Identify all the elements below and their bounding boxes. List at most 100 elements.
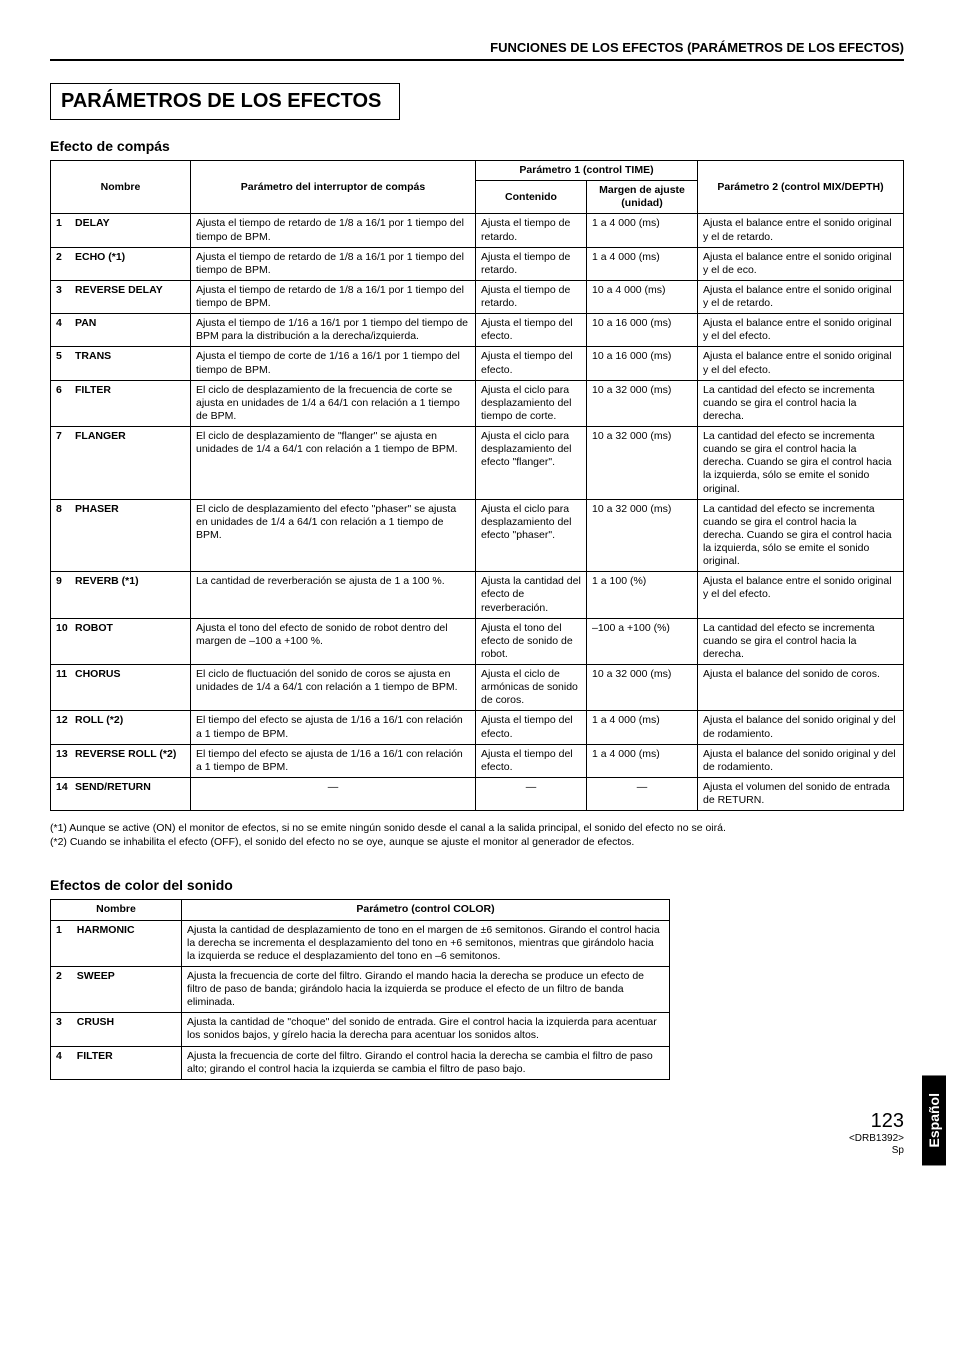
row-num: 4 [51,314,71,347]
row-num: 2 [51,247,71,280]
row-switch: Ajusta el tiempo de retardo de 1/8 a 16/… [191,247,476,280]
row-range: 10 a 32 000 (ms) [587,380,698,426]
row-name: ROLL (*2) [70,711,191,744]
row-switch: La cantidad de reverberación se ajusta d… [191,572,476,618]
row-name: DELAY [70,214,191,247]
table-row: 12ROLL (*2)El tiempo del efecto se ajust… [51,711,904,744]
table-row: 8PHASEREl ciclo de desplazamiento del ef… [51,499,904,572]
row-name: PHASER [70,499,191,572]
row-switch: Ajusta el tiempo de retardo de 1/8 a 16/… [191,214,476,247]
row-num: 13 [51,744,71,777]
table-row: 2SWEEPAjusta la frecuencia de corte del … [51,966,670,1012]
row-range: 10 a 4 000 (ms) [587,280,698,313]
row-switch: Ajusta el tiempo de 1/16 a 16/1 por 1 ti… [191,314,476,347]
row-range: 1 a 4 000 (ms) [587,247,698,280]
row-range: –100 a +100 (%) [587,618,698,664]
table-row: 4FILTERAjusta la frecuencia de corte del… [51,1046,670,1079]
row-p2: Ajusta el balance del sonido original y … [698,711,904,744]
row-range: 1 a 100 (%) [587,572,698,618]
row-content: Ajusta el tiempo de retardo. [476,247,587,280]
row-name: PAN [70,314,191,347]
row-content: Ajusta el tiempo de retardo. [476,214,587,247]
row-num: 11 [51,665,71,711]
row-num: 12 [51,711,71,744]
table-row: 11CHORUSEl ciclo de fluctuación del soni… [51,665,904,711]
row-p2: Ajusta el balance entre el sonido origin… [698,280,904,313]
row-switch: El tiempo del efecto se ajusta de 1/16 a… [191,711,476,744]
row-name: HARMONIC [72,920,182,966]
row-p2: La cantidad del efecto se incrementa cua… [698,499,904,572]
row-switch: El ciclo de desplazamiento del efecto "p… [191,499,476,572]
row-p2: Ajusta el volumen del sonido de entrada … [698,777,904,810]
row-p2: Ajusta el balance entre el sonido origin… [698,347,904,380]
beat-table: Nombre Parámetro del interruptor de comp… [50,160,904,811]
row-range: 1 a 4 000 (ms) [587,744,698,777]
row-num: 7 [51,427,71,500]
row-p2: Ajusta el balance entre el sonido origin… [698,314,904,347]
row-switch: — [191,777,476,810]
row-content: Ajusta el ciclo de armónicas de sonido d… [476,665,587,711]
row-num: 10 [51,618,71,664]
row-name: REVERB (*1) [70,572,191,618]
row-switch: Ajusta el tono del efecto de sonido de r… [191,618,476,664]
row-p2: Ajusta el balance del sonido original y … [698,744,904,777]
row-num: 2 [51,966,72,1012]
beat-title: Efecto de compás [50,138,904,154]
table-row: 10ROBOTAjusta el tono del efecto de soni… [51,618,904,664]
row-name: CRUSH [72,1013,182,1046]
row-param: Ajusta la cantidad de "choque" del sonid… [182,1013,670,1046]
col-p1group: Parámetro 1 (control TIME) [476,161,698,181]
col-content: Contenido [476,181,587,214]
table-row: 2ECHO (*1)Ajusta el tiempo de retardo de… [51,247,904,280]
note-1: (*1) Aunque se active (ON) el monitor de… [50,821,904,835]
row-p2: Ajusta el balance entre el sonido origin… [698,214,904,247]
row-p2: La cantidad del efecto se incrementa cua… [698,427,904,500]
row-switch: Ajusta el tiempo de retardo de 1/8 a 16/… [191,280,476,313]
row-content: Ajusta el tiempo del efecto. [476,314,587,347]
row-num: 4 [51,1046,72,1079]
note-2: (*2) Cuando se inhabilita el efecto (OFF… [50,835,904,849]
table-row: 3CRUSHAjusta la cantidad de "choque" del… [51,1013,670,1046]
row-name: ROBOT [70,618,191,664]
doc-code: <DRB1392> [50,1133,904,1145]
row-switch: Ajusta el tiempo de corte de 1/16 a 16/1… [191,347,476,380]
col-p2: Parámetro 2 (control MIX/DEPTH) [698,161,904,214]
row-num: 14 [51,777,71,810]
row-range: — [587,777,698,810]
col-switch: Parámetro del interruptor de compás [191,161,476,214]
table-row: 5TRANSAjusta el tiempo de corte de 1/16 … [51,347,904,380]
row-name: FILTER [72,1046,182,1079]
row-num: 6 [51,380,71,426]
row-num: 1 [51,920,72,966]
row-range: 10 a 32 000 (ms) [587,427,698,500]
row-content: Ajusta el ciclo para desplazamiento del … [476,427,587,500]
row-num: 8 [51,499,71,572]
row-range: 10 a 16 000 (ms) [587,314,698,347]
page-number: 123 [50,1110,904,1133]
table-row: 1HARMONICAjusta la cantidad de desplazam… [51,920,670,966]
row-content: Ajusta la cantidad del efecto de reverbe… [476,572,587,618]
row-switch: El tiempo del efecto se ajusta de 1/16 a… [191,744,476,777]
row-switch: El ciclo de desplazamiento de "flanger" … [191,427,476,500]
row-content: Ajusta el tiempo del efecto. [476,347,587,380]
row-content: Ajusta el tiempo del efecto. [476,744,587,777]
row-num: 3 [51,1013,72,1046]
row-num: 1 [51,214,71,247]
table-row: 13REVERSE ROLL (*2)El tiempo del efecto … [51,744,904,777]
row-name: REVERSE ROLL (*2) [70,744,191,777]
row-range: 10 a 32 000 (ms) [587,499,698,572]
table-row: 14SEND/RETURN———Ajusta el volumen del so… [51,777,904,810]
lang-code: Sp [50,1145,904,1157]
row-range: 1 a 4 000 (ms) [587,711,698,744]
col-range: Margen de ajuste (unidad) [587,181,698,214]
table-row: 4PANAjusta el tiempo de 1/16 a 16/1 por … [51,314,904,347]
row-p2: La cantidad del efecto se incrementa cua… [698,618,904,664]
row-p2: Ajusta el balance entre el sonido origin… [698,572,904,618]
color-table: Nombre Parámetro (control COLOR) 1HARMON… [50,899,670,1079]
row-content: Ajusta el tono del efecto de sonido de r… [476,618,587,664]
table-row: 3REVERSE DELAYAjusta el tiempo de retard… [51,280,904,313]
row-p2: Ajusta el balance del sonido de coros. [698,665,904,711]
section-header: FUNCIONES DE LOS EFECTOS (PARÁMETROS DE … [50,40,904,61]
row-range: 10 a 32 000 (ms) [587,665,698,711]
row-content: Ajusta el tiempo de retardo. [476,280,587,313]
